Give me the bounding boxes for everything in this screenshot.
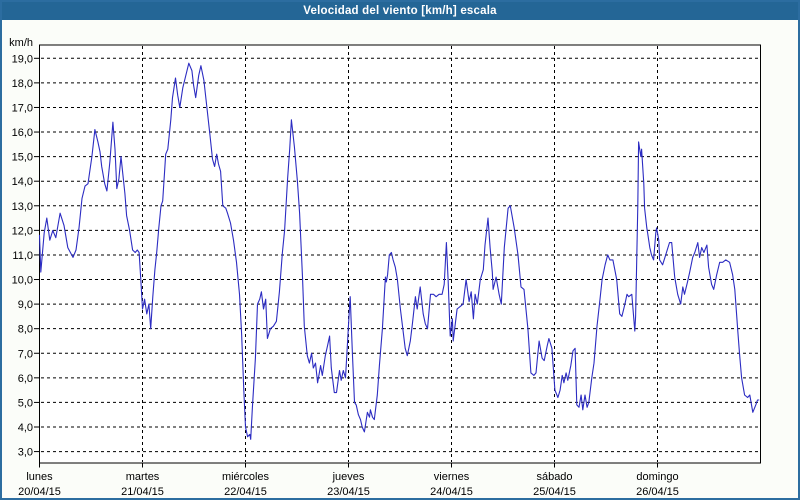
svg-text:miércoles: miércoles [222,471,270,483]
svg-text:11,0: 11,0 [12,250,33,262]
y-axis-unit-label: km/h [9,37,33,49]
svg-text:sábado: sábado [536,471,572,483]
svg-text:8,0: 8,0 [18,324,33,336]
wind-speed-line [38,62,760,440]
svg-text:17,0: 17,0 [12,102,33,114]
svg-text:domingo: domingo [636,471,678,483]
svg-text:9,0: 9,0 [18,299,33,311]
svg-text:3,0: 3,0 [18,447,33,459]
svg-text:viernes: viernes [434,471,470,483]
svg-text:10,0: 10,0 [12,275,33,287]
chart-title: Velocidad del viento [km/h] escala [303,5,497,17]
svg-text:21/04/15: 21/04/15 [121,486,164,498]
svg-text:7,0: 7,0 [18,348,33,360]
svg-text:19,0: 19,0 [12,53,33,65]
svg-text:16,0: 16,0 [12,127,33,139]
svg-text:24/04/15: 24/04/15 [430,486,473,498]
svg-text:4,0: 4,0 [18,422,33,434]
svg-text:23/04/15: 23/04/15 [327,486,370,498]
svg-text:15,0: 15,0 [12,152,33,164]
svg-text:lunes: lunes [26,471,53,483]
svg-text:25/04/15: 25/04/15 [533,486,576,498]
plot-frame [39,44,761,464]
v-gridlines [39,46,658,468]
y-axis-labels: 19,0 18,0 17,0 16,0 15,0 14,0 13,0 12,0 11,0 10,0… [12,53,33,458]
svg-text:26/04/15: 26/04/15 [636,486,679,498]
chart-title-bar: Velocidad del viento [km/h] escala [2,2,798,20]
x-axis-labels: lunes 20/04/15 martes 21/04/15 miércoles 22/0… [18,471,679,498]
h-gridlines [34,57,759,453]
svg-text:14,0: 14,0 [12,176,33,188]
svg-text:12,0: 12,0 [12,225,33,237]
svg-text:18,0: 18,0 [12,78,33,90]
svg-text:martes: martes [126,471,160,483]
svg-text:5,0: 5,0 [18,397,33,409]
svg-text:jueves: jueves [332,471,365,483]
svg-text:22/04/15: 22/04/15 [224,486,267,498]
svg-text:13,0: 13,0 [12,201,33,213]
svg-text:20/04/15: 20/04/15 [18,486,61,498]
svg-text:6,0: 6,0 [18,373,33,385]
